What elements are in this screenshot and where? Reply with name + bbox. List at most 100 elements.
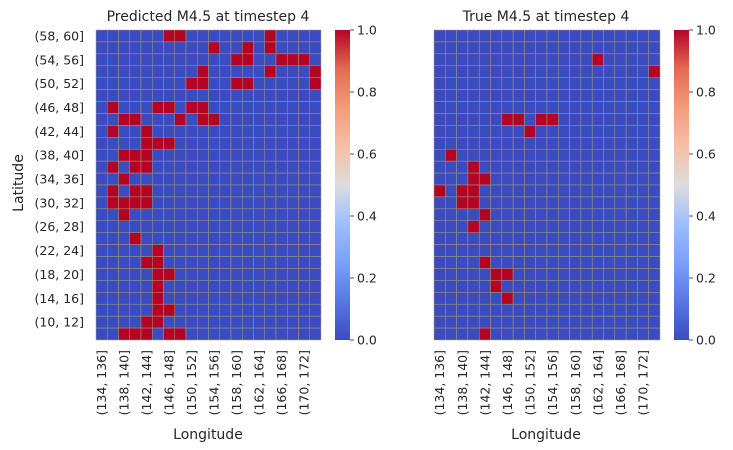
heatmap-cell-low [163, 244, 175, 257]
heatmap-cell-low [603, 220, 616, 233]
heatmap-cell-low [580, 220, 593, 233]
y-tick-label: (54, 56] [34, 52, 84, 67]
heatmap-cell-low [253, 268, 265, 281]
heatmap-cell-low [648, 244, 661, 257]
heatmap-cell-low [152, 220, 164, 233]
heatmap-cell-low [95, 280, 108, 293]
heatmap-cell-low [478, 113, 491, 126]
heatmap-cell-low [185, 65, 198, 78]
heatmap-cell-low [185, 125, 198, 138]
heatmap-cell-low [648, 29, 661, 43]
heatmap-cell-low [478, 280, 491, 293]
heatmap-cell-low [129, 315, 142, 329]
heatmap-cell-low [637, 53, 649, 67]
heatmap-cell-low [140, 268, 153, 281]
heatmap-cell-low [95, 172, 108, 186]
heatmap-cell-low [309, 232, 322, 245]
heatmap-cell-low [107, 327, 119, 341]
heatmap-cell-low [614, 303, 627, 317]
heatmap-cell-low [118, 29, 130, 43]
heatmap-cell-low [591, 292, 604, 305]
heatmap-cell-low [569, 172, 582, 186]
heatmap-cell-low [546, 41, 559, 55]
heatmap-cell-low [95, 53, 108, 67]
heatmap-cell-low [152, 196, 164, 210]
heatmap-cell-low [129, 89, 142, 102]
x-tick-label: (158, 160] [229, 350, 244, 415]
predicted-heatmap-panel: Predicted M4.5 at timestep 4 (58, 60] (54… [11, 9, 377, 443]
heatmap-cell-low [298, 172, 310, 186]
heatmap-cell-high [648, 65, 661, 78]
heatmap-cell-low [275, 256, 288, 269]
heatmap-cell-low [264, 303, 277, 317]
heatmap-cell-low [546, 137, 559, 150]
heatmap-cell-low [230, 172, 243, 186]
heatmap-cell-low [298, 196, 310, 210]
heatmap-cell-low [535, 220, 548, 233]
heatmap-cell-low [478, 29, 491, 43]
heatmap-cell-low [490, 101, 503, 114]
heatmap-cell-low [129, 220, 142, 233]
heatmap-cell-low [524, 256, 536, 269]
heatmap-cell-low [433, 256, 446, 269]
heatmap-cell-low [535, 232, 548, 245]
heatmap-cell-low [129, 101, 142, 114]
heatmap-cell-low [152, 41, 164, 55]
heatmap-cell-low [558, 101, 570, 114]
heatmap-cell-low [163, 113, 175, 126]
heatmap-cell-low [107, 77, 119, 90]
heatmap-cell-low [535, 303, 548, 317]
heatmap-cell-low [614, 137, 627, 150]
heatmap-cell-low [230, 256, 243, 269]
heatmap-cell-low [185, 327, 198, 341]
heatmap-cell-low [648, 113, 661, 126]
heatmap-cell-low [152, 29, 164, 43]
heatmap-cell-low [569, 220, 582, 233]
heatmap-cell-low [118, 280, 130, 293]
heatmap-cell-low [242, 256, 254, 269]
heatmap-cell-low [197, 232, 209, 245]
heatmap-cell-high [275, 53, 288, 67]
heatmap-cell-low [275, 101, 288, 114]
heatmap-cell-high [309, 77, 322, 90]
heatmap-cell-low [230, 208, 243, 222]
heatmap-cell-low [478, 184, 491, 198]
heatmap-cell-low [287, 196, 299, 210]
heatmap-cell-low [219, 292, 232, 305]
heatmap-cell-low [445, 113, 457, 126]
heatmap-cell-low [467, 292, 480, 305]
heatmap-cell-low [163, 232, 175, 245]
heatmap-cell-high [107, 196, 119, 210]
heatmap-cell-low [512, 89, 525, 102]
heatmap-cell-low [174, 303, 187, 317]
heatmap-cell-low [185, 208, 198, 222]
heatmap-cell-low [569, 244, 582, 257]
heatmap-cell-low [535, 53, 548, 67]
heatmap-cell-low [275, 292, 288, 305]
heatmap-cell-low [230, 244, 243, 257]
heatmap-cell-low [208, 315, 220, 329]
heatmap-cell-low [275, 89, 288, 102]
heatmap-cell-low [95, 196, 108, 210]
heatmap-cell-high [152, 315, 164, 329]
heatmap-cell-low [445, 160, 457, 174]
heatmap-cell-low [569, 184, 582, 198]
heatmap-cell-low [219, 196, 232, 210]
heatmap-cell-low [433, 292, 446, 305]
heatmap-cell-low [163, 65, 175, 78]
heatmap-cell-low [467, 137, 480, 150]
heatmap-cell-low [591, 113, 604, 126]
heatmap-cell-low [546, 208, 559, 222]
heatmap-cell-low [501, 101, 514, 114]
heatmap-cell-high [501, 113, 514, 126]
heatmap-cell-low [535, 125, 548, 138]
heatmap-cell-low [637, 160, 649, 174]
heatmap-cell-low [287, 303, 299, 317]
heatmap-cell-low [95, 208, 108, 222]
heatmap-cell-low [580, 101, 593, 114]
y-tick-label: (46, 48] [34, 100, 84, 115]
heatmap-cell-low [445, 292, 457, 305]
heatmap-cell-low [490, 315, 503, 329]
heatmap-cell-low [118, 303, 130, 317]
heatmap-cell-low [524, 327, 536, 341]
